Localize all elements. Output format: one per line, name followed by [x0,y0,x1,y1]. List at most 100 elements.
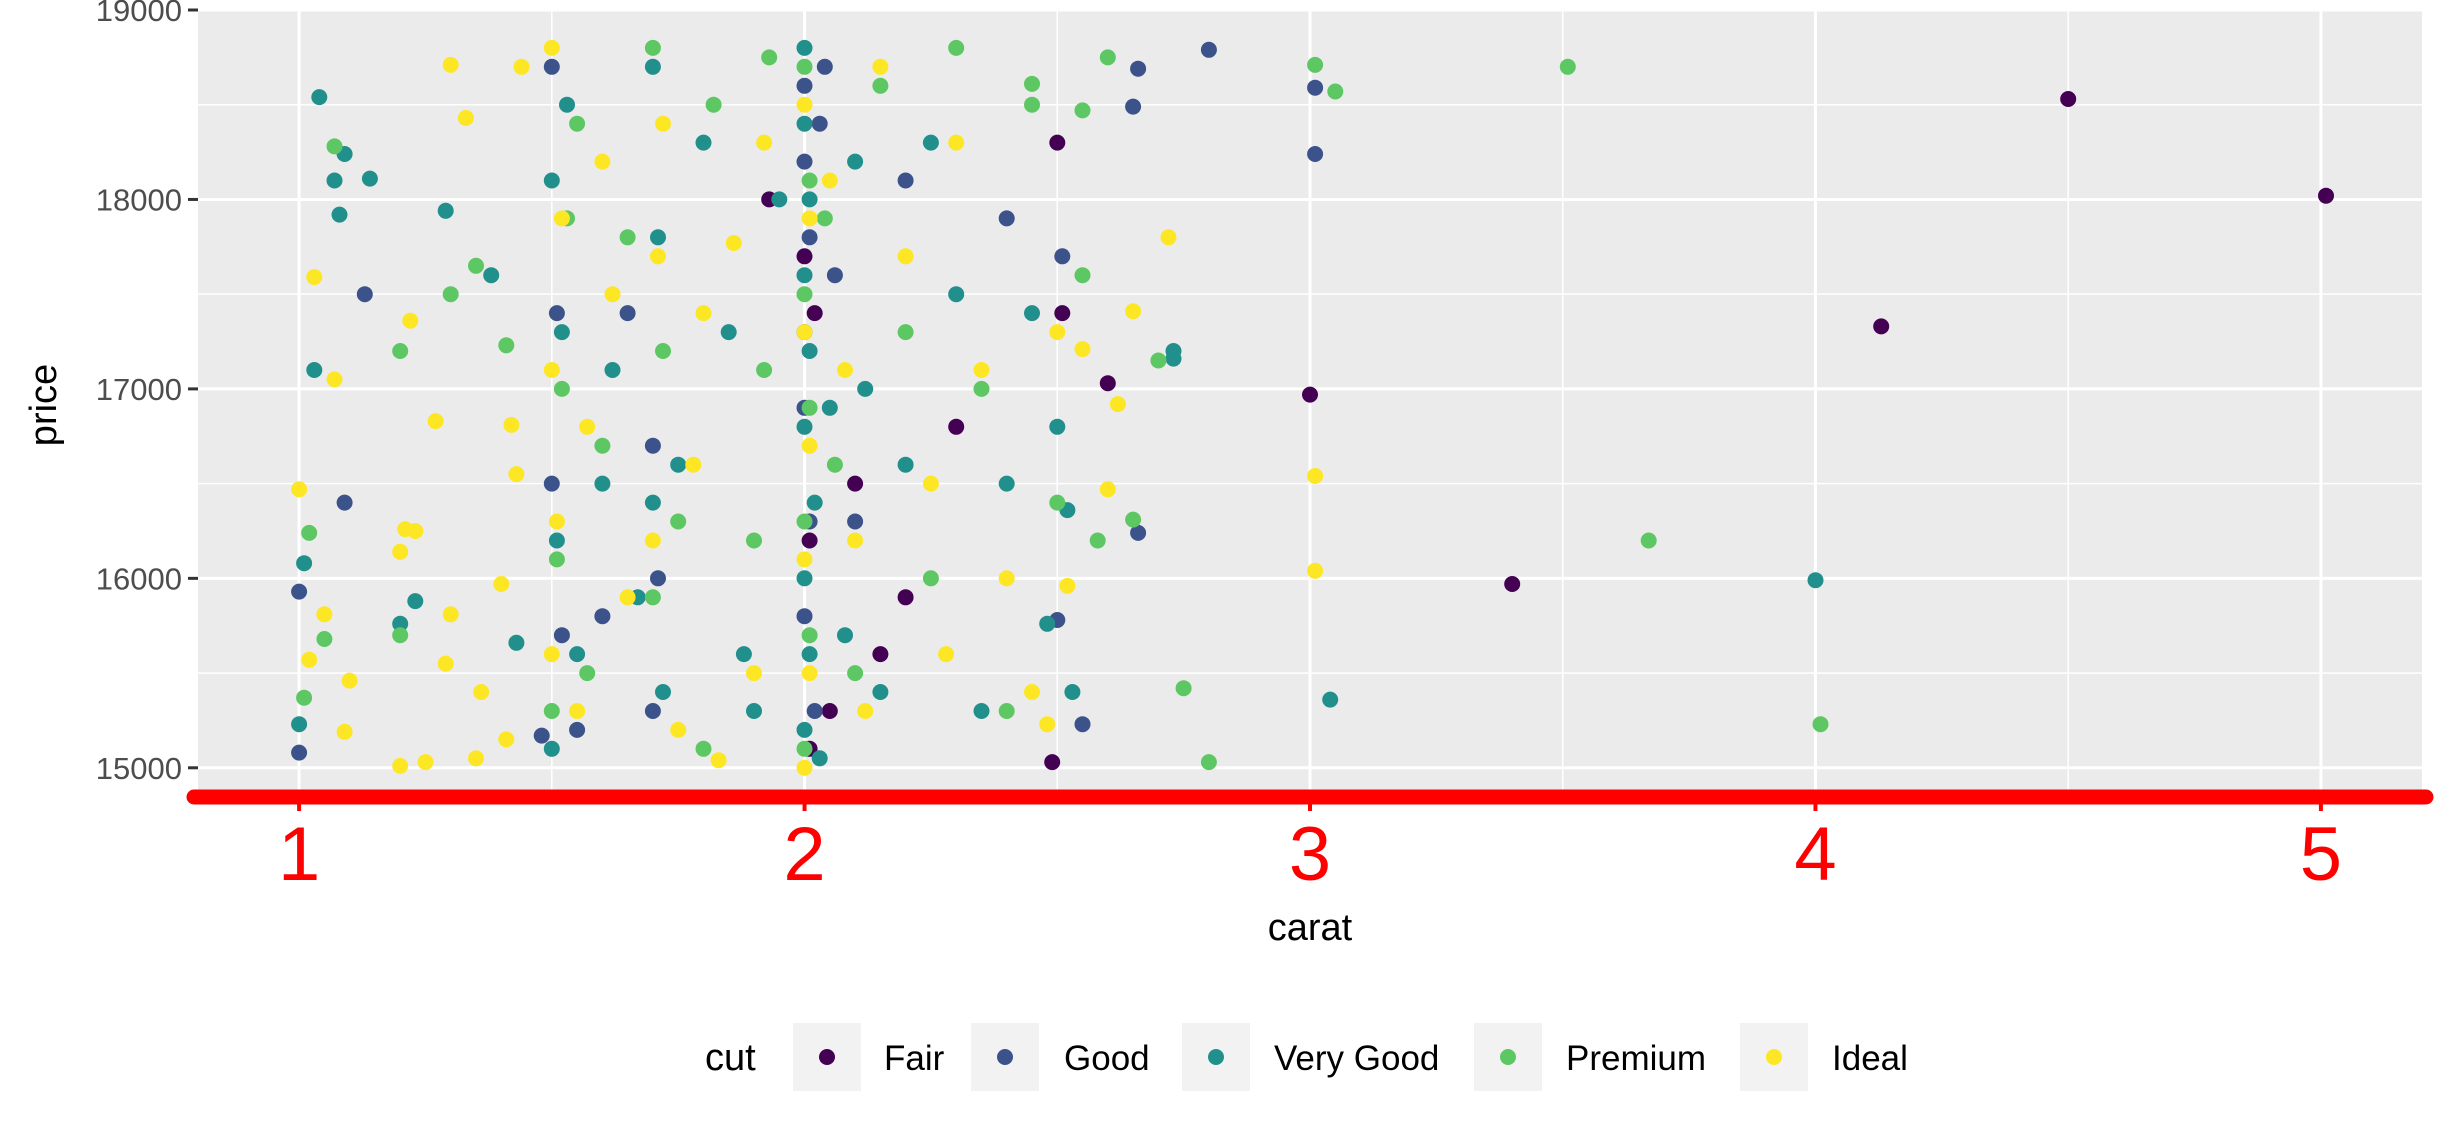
data-point [998,475,1015,492]
data-point [508,634,525,651]
data-point [650,229,666,246]
data-point [296,555,313,572]
data-point [1109,396,1126,413]
data-point [468,750,484,767]
data-point [1130,60,1147,77]
data-point [579,418,596,435]
data-point [695,305,712,322]
data-point [695,740,712,757]
data-point [306,269,323,286]
data-point [594,608,611,625]
data-point [417,754,434,771]
data-point [326,371,343,388]
data-point [619,589,636,606]
data-point [796,286,813,303]
data-point [1130,524,1147,541]
data-point [457,110,474,126]
data-point [1200,41,1217,58]
data-point [392,543,409,560]
legend-swatch [1208,1049,1224,1065]
data-point [498,731,515,748]
data-point [356,286,373,303]
legend-item-premium: Premium [1474,1023,1706,1091]
y-tick-label: 17000 [96,372,182,407]
data-point [392,343,409,359]
data-point [801,532,818,549]
data-point [761,49,778,66]
data-point [553,324,570,341]
legend-label: Ideal [1832,1039,1908,1078]
data-point [1054,248,1071,265]
legend-title: cut [705,1037,756,1079]
data-point [857,703,874,719]
data-point [604,362,621,378]
data-point [1873,318,1890,335]
data-point [402,312,419,329]
y-tick-label: 18000 [96,182,182,217]
data-point [341,672,358,689]
data-point [801,437,818,454]
data-point [392,627,409,644]
data-point [811,750,828,767]
data-point [796,39,813,56]
data-point [1074,341,1091,358]
data-point [796,96,813,113]
series-very-good [291,39,1824,767]
data-point [1175,680,1192,697]
legend-swatch [1766,1049,1782,1065]
data-point [897,248,914,265]
data-point [326,138,343,155]
legend-label: Very Good [1274,1039,1439,1078]
data-point [543,703,560,719]
data-point [644,589,661,606]
y-axis: 15000 16000 17000 18000 19000 [96,0,198,786]
data-point [533,727,550,744]
data-point [1049,324,1066,341]
data-point [801,627,818,644]
data-point [543,475,560,492]
data-point [948,39,965,56]
data-point [543,58,560,75]
data-point [548,551,565,568]
data-point [973,380,990,397]
data-point [857,380,874,397]
data-point [801,399,818,416]
data-point [1099,375,1116,392]
data-point [543,39,560,56]
data-point [296,689,313,706]
legend-label: Good [1064,1039,1150,1078]
data-point [493,576,510,592]
data-point [644,494,661,511]
data-point [725,235,742,251]
data-point [847,665,864,682]
data-point [796,721,813,738]
data-point [847,513,864,530]
data-point [998,210,1015,227]
data-point [796,759,813,776]
data-point [569,115,586,132]
data-point [1307,56,1324,73]
data-point [922,134,939,151]
data-point [837,627,853,644]
data-point [756,134,773,151]
data-point [973,362,990,378]
data-point [1302,386,1318,403]
data-point [644,437,661,454]
data-point [1160,229,1177,246]
data-point [427,413,444,430]
data-point [847,153,864,170]
data-point [543,362,560,378]
data-point [746,532,762,549]
data-point [796,418,813,435]
data-point [837,362,853,378]
data-point [569,721,586,738]
data-point [897,324,914,341]
data-point [503,416,520,433]
series-fair [761,91,2334,771]
data-point [796,551,813,568]
data-point [897,589,914,606]
data-point [821,399,838,416]
data-point [548,513,565,530]
data-point [1024,305,1040,322]
data-point [1024,684,1040,700]
